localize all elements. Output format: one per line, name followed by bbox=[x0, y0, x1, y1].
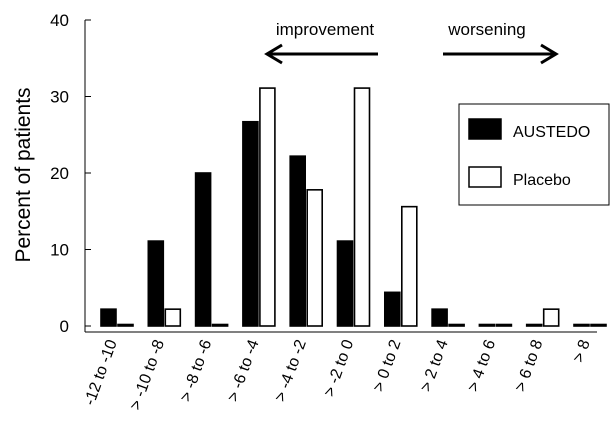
legend: AUSTEDO Placebo bbox=[458, 103, 610, 206]
bars bbox=[100, 87, 607, 327]
worsening-arrowhead-icon bbox=[540, 43, 559, 65]
bar-austedo bbox=[383, 291, 401, 327]
y-tick-label: 30 bbox=[50, 88, 69, 107]
y-tick-label: 40 bbox=[50, 11, 69, 30]
legend-swatch-placebo bbox=[468, 166, 502, 188]
bar-placebo bbox=[306, 189, 324, 327]
bar-placebo bbox=[542, 308, 560, 327]
x-tick-label: > -10 to -8 bbox=[127, 337, 168, 412]
worsening-label: worsening bbox=[447, 20, 526, 39]
improvement-annotation: improvement bbox=[264, 20, 378, 65]
x-tick-label: > 4 to 6 bbox=[465, 337, 499, 393]
x-tick-label: -12 to -10 bbox=[81, 337, 120, 407]
x-tick-label: > -2 to 0 bbox=[321, 337, 357, 398]
bar-austedo bbox=[147, 240, 165, 327]
bar-austedo bbox=[194, 172, 212, 327]
x-tick-label: > 0 to 2 bbox=[370, 337, 404, 393]
bar-austedo bbox=[242, 120, 259, 327]
x-tick-label: > -6 to -4 bbox=[225, 337, 263, 403]
legend-label-austedo: AUSTEDO bbox=[513, 124, 590, 141]
bar-austedo bbox=[336, 240, 354, 327]
x-tick-label: > -4 to -2 bbox=[272, 337, 310, 403]
bar-placebo bbox=[495, 323, 513, 327]
y-tick-label: 20 bbox=[50, 164, 69, 183]
worsening-annotation: worsening bbox=[443, 20, 559, 65]
bar-austedo bbox=[431, 308, 448, 327]
bar-austedo bbox=[100, 308, 117, 327]
y-tick-label: 0 bbox=[60, 317, 69, 336]
bar-austedo bbox=[573, 323, 590, 327]
bar-placebo bbox=[211, 323, 229, 327]
legend-label-placebo: Placebo bbox=[513, 172, 571, 189]
y-ticks: 0 10 20 30 40 bbox=[50, 11, 91, 336]
x-tick-label: > 2 to 4 bbox=[417, 337, 451, 393]
bar-placebo bbox=[164, 308, 182, 327]
bar-austedo bbox=[478, 323, 496, 327]
x-tick-label: > -8 to -6 bbox=[177, 337, 215, 403]
x-tick-label: > 6 to 8 bbox=[512, 337, 546, 393]
y-tick-label: 10 bbox=[50, 241, 69, 260]
legend-swatch-austedo bbox=[468, 118, 502, 140]
axes bbox=[84, 20, 597, 333]
bar-placebo bbox=[448, 323, 465, 327]
x-tick-labels: -12 to -10 > -10 to -8 > -8 to -6 > -6 to -… bbox=[81, 337, 593, 412]
x-tick-label: > 8 bbox=[570, 337, 594, 364]
improvement-arrowhead-icon bbox=[264, 43, 283, 65]
bar-austedo bbox=[525, 323, 543, 327]
improvement-label: improvement bbox=[276, 20, 375, 39]
bar-placebo bbox=[590, 323, 607, 327]
bar-placebo bbox=[353, 87, 371, 327]
bar-placebo bbox=[259, 87, 276, 327]
bar-placebo bbox=[117, 323, 134, 327]
bar-austedo bbox=[289, 155, 307, 327]
y-axis-label: Percent of patients bbox=[12, 87, 35, 262]
bar-placebo bbox=[400, 205, 418, 327]
